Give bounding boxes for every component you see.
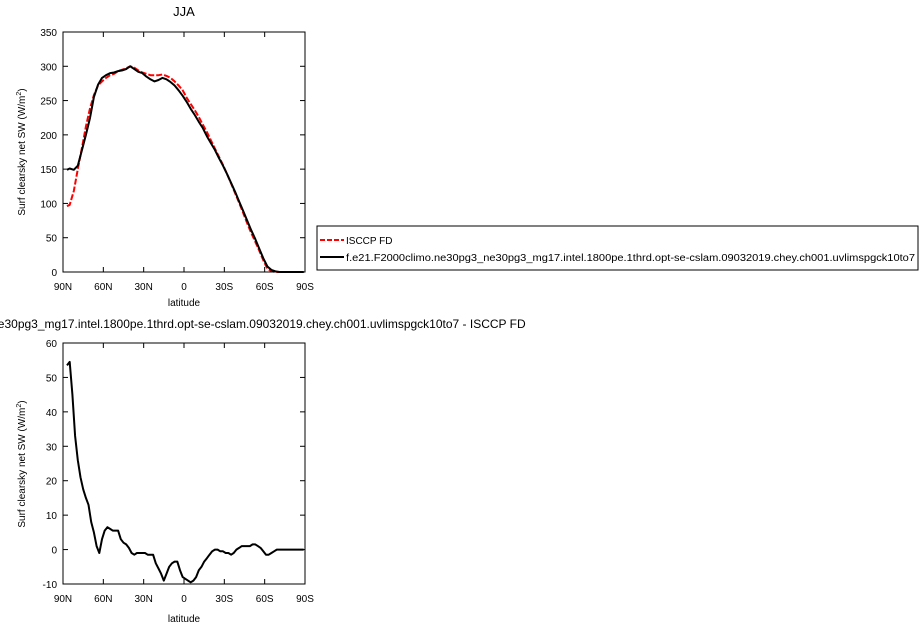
top-panel-x-axis-label: latitude — [168, 298, 201, 309]
y-tick-label: 300 — [40, 62, 57, 73]
bottom-panel-y-axis-label-text: Surf clearsky net SW (W/m — [17, 408, 28, 528]
p1-series-line-0 — [66, 65, 304, 273]
x-tick-label: 30S — [215, 594, 233, 605]
y-tick-label: 50 — [46, 373, 58, 384]
y-tick-label: 200 — [40, 131, 57, 142]
y-tick-label: 350 — [40, 28, 57, 39]
y-tick-label: 0 — [51, 546, 57, 557]
x-tick-label: 60S — [256, 594, 274, 605]
x-tick-label: 90S — [296, 282, 314, 293]
x-tick-label: 60S — [256, 282, 274, 293]
x-tick-label: 90N — [54, 282, 72, 293]
y-tick-label: 30 — [46, 442, 58, 453]
bottom-panel-y-axis-label: Surf clearsky net SW (W/m2) — [16, 400, 28, 527]
bottom-panel: f.e21.F2000climo.ne30pg3_ne30pg3_mg17.in… — [0, 317, 526, 625]
p2-series-line-0 — [66, 360, 304, 584]
x-tick-label: 60N — [94, 282, 112, 293]
x-tick-label: 30S — [215, 282, 233, 293]
x-tick-label: 0 — [181, 282, 187, 293]
y-tick-label: 0 — [51, 268, 57, 279]
bottom-panel-y-axis-label-tail: ) — [17, 400, 28, 403]
y-tick-label: 10 — [46, 511, 58, 522]
y-tick-label: 250 — [40, 97, 57, 108]
top-panel-title: JJA — [173, 4, 195, 19]
y-tick-label: 150 — [40, 165, 57, 176]
x-tick-label: 30N — [134, 282, 152, 293]
legend-box — [316, 225, 919, 271]
x-tick-label: 30N — [134, 594, 152, 605]
top-panel-y-axis-label: Surf clearsky net SW (W/m2) — [16, 88, 28, 215]
y-tick-label: 100 — [40, 199, 57, 210]
x-tick-label: 90N — [54, 594, 72, 605]
top-panel: JJA 0 50 100 150 200 250 300 350 90N 60N 30N 0 30S 6… — [16, 4, 314, 309]
bottom-panel-title: f.e21.F2000climo.ne30pg3_ne30pg3_mg17.in… — [0, 317, 526, 331]
y-tick-label: 50 — [46, 234, 58, 245]
y-tick-label: 40 — [46, 408, 58, 419]
y-tick-label: -10 — [43, 580, 58, 591]
legend: ISCCP FD f.e21.F2000climo.ne30pg3_ne30pg… — [316, 225, 919, 271]
top-panel-y-axis-label-text: Surf clearsky net SW (W/m — [17, 96, 28, 216]
top-panel-y-axis-label-tail: ) — [17, 88, 28, 91]
x-tick-label: 90S — [296, 594, 314, 605]
top-panel-plot-frame — [62, 31, 306, 273]
legend-label-model: f.e21.F2000climo.ne30pg3_ne30pg3_mg17.in… — [346, 253, 915, 264]
bottom-panel-y-axis-label-sup: 2 — [16, 404, 23, 408]
legend-label-isccp: ISCCP FD — [346, 236, 393, 247]
top-panel-y-axis-label-sup: 2 — [16, 92, 23, 96]
x-tick-label: 0 — [181, 594, 187, 605]
x-tick-label: 60N — [94, 594, 112, 605]
p1-series-line-1 — [66, 65, 304, 273]
y-tick-label: 60 — [46, 339, 58, 350]
bottom-panel-x-axis-label: latitude — [168, 614, 201, 625]
y-tick-label: 20 — [46, 477, 58, 488]
